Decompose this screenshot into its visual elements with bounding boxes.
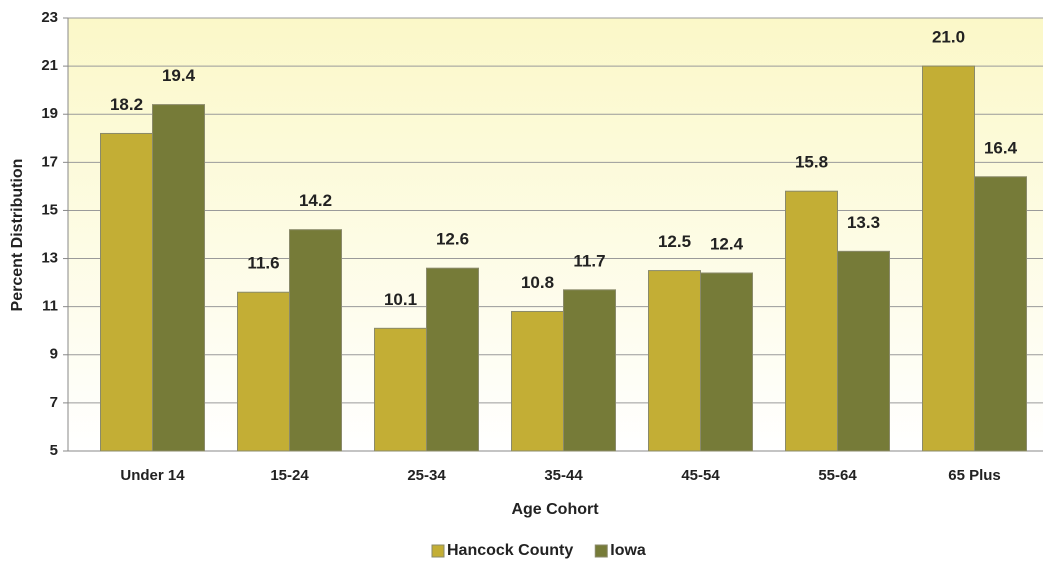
bar [511, 310, 564, 452]
value-label: 13.3 [847, 213, 880, 232]
legend-label: Iowa [610, 542, 646, 559]
bar [237, 291, 290, 452]
legend-swatch [594, 544, 608, 558]
y-tick-label: 17 [41, 153, 58, 170]
value-label: 15.8 [795, 153, 828, 172]
bar [837, 250, 890, 452]
bar [563, 289, 616, 452]
value-label: 12.5 [658, 232, 691, 251]
y-tick-label: 21 [41, 57, 58, 74]
value-label: 10.8 [521, 273, 554, 292]
bar [648, 270, 701, 452]
x-tick-label: 35-44 [544, 467, 583, 484]
y-tick-label: 23 [41, 9, 58, 26]
x-tick-label: 25-34 [407, 467, 446, 484]
y-tick-label: 5 [50, 442, 58, 459]
value-label: 19.4 [162, 66, 196, 85]
x-tick-label: 15-24 [270, 467, 309, 484]
value-label: 12.6 [436, 230, 469, 249]
bar [974, 176, 1027, 452]
y-tick-label: 19 [41, 105, 58, 122]
x-tick-label: 45-54 [681, 467, 720, 484]
bar [785, 190, 838, 452]
x-tick-label: 65 Plus [948, 467, 1001, 484]
bar [289, 229, 342, 452]
legend-swatch [431, 544, 445, 558]
value-label: 21.0 [932, 28, 965, 47]
legend-label: Hancock County [447, 542, 573, 559]
y-tick-label: 15 [41, 201, 58, 218]
y-axis-title: Percent Distribution [9, 159, 26, 312]
bar [922, 65, 975, 452]
value-label: 10.1 [384, 290, 417, 309]
value-label: 14.2 [299, 191, 332, 210]
bar [374, 327, 427, 452]
x-tick-label: 55-64 [818, 467, 857, 484]
bar [100, 132, 153, 452]
value-label: 18.2 [110, 95, 143, 114]
value-label: 11.7 [573, 251, 605, 270]
value-label: 11.6 [247, 254, 279, 273]
x-tick-label: Under 14 [120, 467, 185, 484]
value-label: 12.4 [710, 234, 744, 253]
y-tick-label: 13 [41, 250, 58, 267]
bar [426, 267, 479, 452]
y-tick-label: 7 [50, 394, 58, 411]
x-axis-title: Age Cohort [511, 501, 599, 518]
y-tick-label: 11 [42, 298, 58, 315]
value-label: 16.4 [984, 138, 1018, 157]
bar [700, 272, 753, 452]
y-tick-label: 9 [50, 346, 58, 363]
bar [152, 104, 205, 452]
